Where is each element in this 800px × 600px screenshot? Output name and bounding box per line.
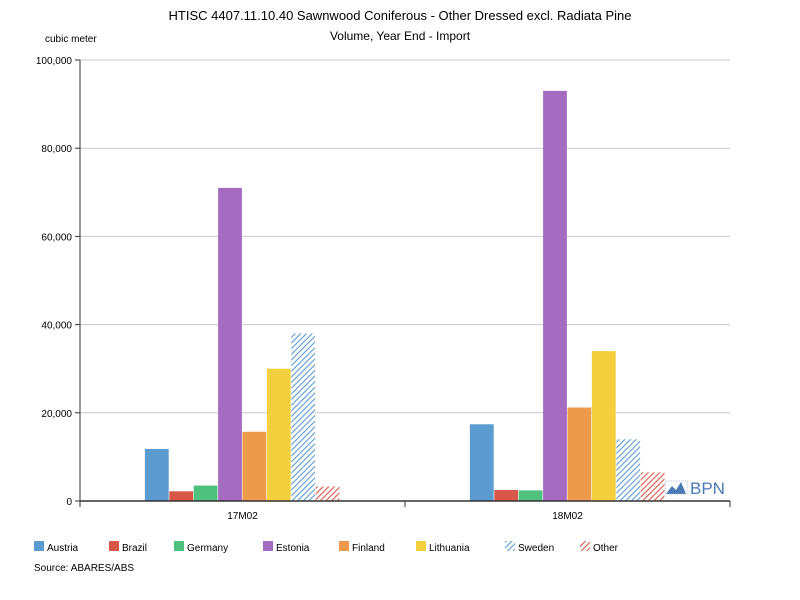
legend-swatch-sweden: [505, 541, 515, 551]
bars: [144, 90, 665, 502]
legend: Austria Brazil Germany Estonia Finland Lithua…: [34, 541, 619, 554]
legend-label-lithuania: Lithuania: [429, 543, 470, 554]
bar-germany-17m02: [193, 485, 218, 501]
legend-swatch-lithuania: [416, 541, 426, 551]
bar-sweden-18m02: [616, 439, 641, 501]
chart-subtitle: Volume, Year End - Import: [330, 29, 471, 43]
bar-lithuania-17m02: [266, 368, 291, 501]
bar-brazil-18m02: [494, 489, 519, 501]
legend-swatch-brazil: [109, 541, 119, 551]
bar-finland-17m02: [242, 431, 267, 501]
bar-sweden-17m02: [291, 333, 316, 501]
y-tick-label: 40,000: [41, 321, 72, 332]
bar-estonia-17m02: [218, 187, 242, 501]
legend-swatch-germany: [174, 541, 184, 551]
bar-brazil-17m02: [169, 491, 194, 501]
y-tick-label: 80,000: [41, 144, 72, 155]
legend-label-sweden: Sweden: [518, 543, 554, 554]
chart-title: HTISC 4407.11.10.40 Sawnwood Coniferous …: [169, 8, 632, 23]
legend-label-finland: Finland: [352, 543, 385, 554]
grid-lines: [80, 59, 730, 414]
x-tick-label: 18M02: [552, 511, 583, 522]
legend-swatch-other: [580, 541, 590, 551]
mountain-icon: [666, 482, 686, 494]
bar-other-17m02: [315, 486, 340, 501]
legend-label-brazil: Brazil: [122, 543, 147, 554]
logo-text: BPN: [690, 479, 725, 498]
y-axis-unit-label: cubic meter: [45, 34, 97, 45]
source-note: Source: ABARES/ABS: [34, 563, 134, 574]
y-axis-ticks: 0 20,000 40,000 60,000 80,000 100,000: [36, 56, 81, 508]
bar-germany-18m02: [518, 490, 543, 501]
legend-swatch-austria: [34, 541, 44, 551]
y-tick-label: 100,000: [36, 56, 73, 67]
legend-label-other: Other: [593, 543, 619, 554]
x-axis: 17M02 18M02: [79, 500, 731, 522]
bar-austria-18m02: [469, 424, 494, 501]
bar-austria-17m02: [144, 448, 169, 501]
logo-frame: [664, 480, 688, 495]
y-tick-label: 60,000: [41, 232, 72, 243]
legend-label-austria: Austria: [47, 543, 79, 554]
legend-label-germany: Germany: [187, 543, 228, 554]
bar-other-18m02: [640, 472, 665, 501]
x-tick-label: 17M02: [227, 511, 258, 522]
bpn-logo: BPN: [664, 479, 725, 498]
y-tick-label: 0: [66, 497, 72, 508]
legend-label-estonia: Estonia: [276, 543, 310, 554]
legend-swatch-finland: [339, 541, 349, 551]
y-tick-label: 20,000: [41, 409, 72, 420]
legend-swatch-estonia: [263, 541, 273, 551]
bar-lithuania-18m02: [591, 351, 616, 501]
bar-estonia-18m02: [543, 90, 567, 502]
bar-finland-18m02: [567, 407, 592, 501]
